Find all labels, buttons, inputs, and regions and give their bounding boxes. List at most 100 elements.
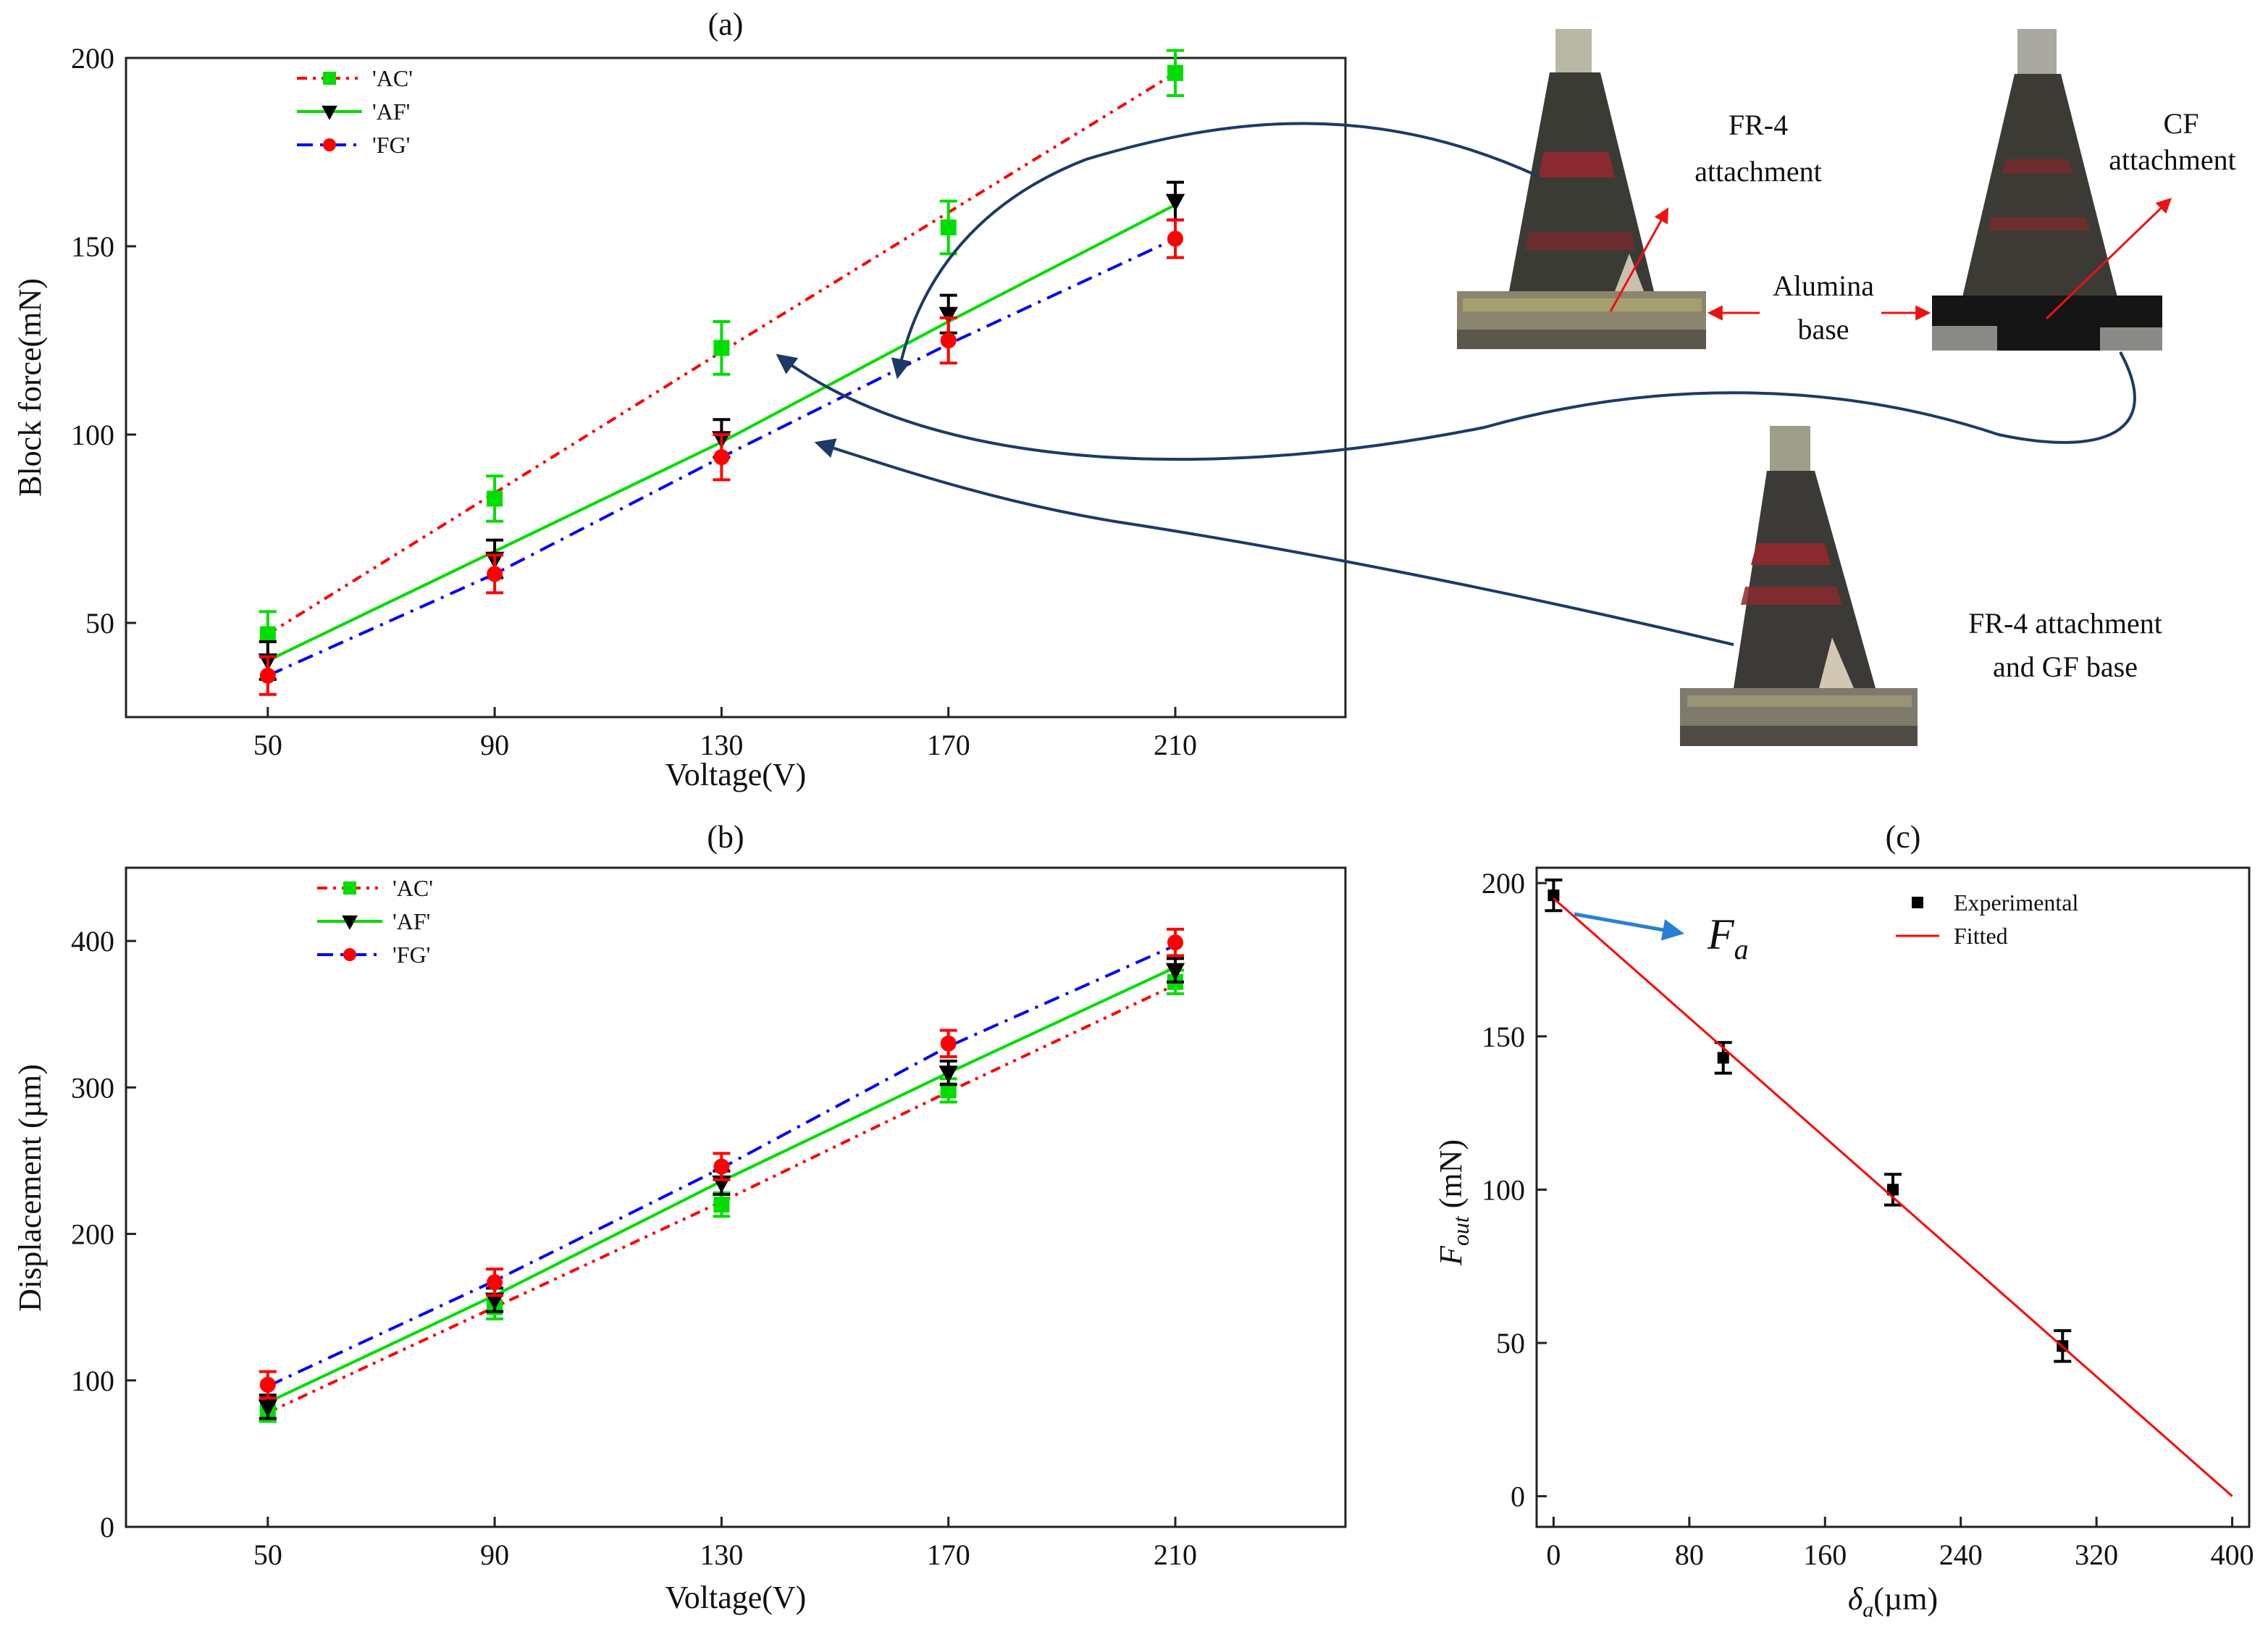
x-tick-label: 90 bbox=[480, 729, 509, 761]
y-tick-label: 0 bbox=[100, 1511, 114, 1544]
legend-label: 'AC' bbox=[392, 875, 433, 901]
legend-label: Experimental bbox=[1954, 889, 2078, 916]
data-point bbox=[484, 1292, 505, 1310]
legend-entry: 'FG' bbox=[317, 942, 430, 968]
panel-a-xlabel: Voltage(V) bbox=[665, 757, 807, 792]
photo-actuator-cf bbox=[1932, 29, 2162, 351]
y-tick-label: 200 bbox=[71, 42, 114, 75]
y-tick-label: 100 bbox=[71, 419, 114, 451]
legend-entry: 'FG' bbox=[297, 132, 410, 158]
photo-actuator-fr4 bbox=[1457, 29, 1706, 349]
x-tick-label: 130 bbox=[700, 729, 743, 761]
photo1-label-line1: FR-4 bbox=[1729, 109, 1788, 141]
panel-b-xlabel: Voltage(V) bbox=[665, 1580, 807, 1615]
data-point bbox=[487, 490, 503, 507]
x-tick-label: 210 bbox=[1154, 1538, 1197, 1571]
legend-marker bbox=[322, 105, 337, 120]
data-point bbox=[259, 1376, 276, 1393]
connector-photo1-to-ac bbox=[891, 122, 1540, 380]
legend-marker bbox=[323, 72, 336, 85]
data-point bbox=[713, 1197, 730, 1213]
panel-c-ylabel: Fout (mN) bbox=[1433, 1139, 1474, 1266]
data-point bbox=[713, 1158, 730, 1175]
y-tick-label: 0 bbox=[1511, 1481, 1525, 1513]
data-point bbox=[258, 1399, 278, 1417]
legend-entry: Fitted bbox=[1896, 923, 2008, 949]
photo1-label-line2: attachment bbox=[1694, 155, 1821, 188]
panel-a-block-force: (a) 50 90 130 170 210 50 100 150 200 Voltage(V)… bbox=[12, 7, 1347, 792]
legend-label: 'AF' bbox=[392, 908, 430, 934]
legend-entry: 'AC' bbox=[297, 65, 413, 91]
x-tick-label: 90 bbox=[480, 1538, 509, 1571]
x-tick-label: 170 bbox=[927, 729, 970, 761]
x-tick-label: 50 bbox=[253, 729, 282, 761]
legend-marker bbox=[343, 948, 356, 961]
data-point bbox=[1167, 934, 1184, 951]
legend-label: 'AF' bbox=[372, 99, 410, 125]
data-point bbox=[259, 667, 276, 684]
data-point bbox=[1547, 889, 1560, 902]
legend-marker bbox=[343, 881, 356, 895]
x-tick-label: 0 bbox=[1546, 1538, 1561, 1571]
data-point bbox=[487, 1274, 503, 1291]
panel-b-ylabel: Displacement (µm) bbox=[12, 1064, 48, 1312]
x-tick-label: 50 bbox=[253, 1538, 282, 1571]
x-tick-label: 320 bbox=[2075, 1538, 2118, 1571]
x-tick-label: 210 bbox=[1154, 729, 1197, 761]
actuator-photos: FR-4 attachment CF attachment Alumina ba… bbox=[776, 29, 2236, 746]
data-point bbox=[938, 306, 958, 324]
data-point bbox=[940, 332, 957, 348]
panel-c-xlabel: δa(µm) bbox=[1848, 1581, 1938, 1622]
legend-label: 'AC' bbox=[372, 65, 413, 91]
x-tick-label: 130 bbox=[700, 1538, 743, 1571]
data-point bbox=[940, 1082, 957, 1099]
y-tick-label: 400 bbox=[71, 925, 114, 958]
y-tick-label: 300 bbox=[71, 1071, 114, 1104]
panel-a-frame bbox=[125, 56, 1347, 719]
legend-entry: 'AF' bbox=[297, 99, 410, 125]
data-point bbox=[259, 626, 276, 642]
photo-actuator-fr4-gf bbox=[1680, 426, 1918, 746]
legend-marker bbox=[342, 915, 358, 930]
y-tick-label: 150 bbox=[1482, 1021, 1525, 1053]
data-point bbox=[487, 566, 503, 582]
photo2-label-line2: attachment bbox=[2109, 143, 2235, 176]
data-point bbox=[713, 449, 730, 466]
panel-c-label: (c) bbox=[1886, 819, 1921, 855]
series-line-fitted bbox=[1553, 897, 2233, 1497]
legend-marker bbox=[323, 138, 336, 151]
base-label-line2: base bbox=[1797, 313, 1849, 346]
y-tick-label: 100 bbox=[1482, 1173, 1525, 1206]
fa-arrow bbox=[1574, 912, 1684, 941]
panel-a-ylabel: Block force(mN) bbox=[12, 278, 48, 497]
legend-marker bbox=[1912, 897, 1923, 908]
y-tick-label: 200 bbox=[71, 1218, 114, 1251]
panel-c-frame bbox=[1535, 866, 2251, 1528]
data-point bbox=[1887, 1184, 1899, 1196]
legend-entry: 'AF' bbox=[317, 908, 430, 934]
y-tick-label: 100 bbox=[71, 1365, 114, 1397]
data-point bbox=[940, 219, 957, 235]
y-tick-label: 150 bbox=[71, 230, 114, 263]
panel-b-displacement: (b) 50 90 130 170 210 0 100 200 300 400 Voltage(… bbox=[12, 819, 1347, 1615]
photo3-label-line2: and GF base bbox=[1993, 650, 2138, 683]
legend-entry: 'AC' bbox=[317, 875, 433, 901]
y-tick-label: 50 bbox=[85, 607, 114, 640]
data-point bbox=[938, 1065, 958, 1084]
fa-annotation: Fa bbox=[1707, 910, 1749, 966]
legend-entry: Experimental bbox=[1912, 889, 2078, 916]
red-arrow-photo2 bbox=[2045, 198, 2172, 320]
data-point bbox=[1165, 963, 1185, 981]
photo3-label-line1: FR-4 attachment bbox=[1968, 607, 2162, 640]
data-point bbox=[1165, 193, 1185, 212]
legend-label: Fitted bbox=[1954, 923, 2008, 949]
legend-label: 'FG' bbox=[372, 132, 410, 158]
red-arrow-photo1 bbox=[1609, 207, 1669, 312]
data-point bbox=[713, 340, 730, 356]
legend-label: 'FG' bbox=[392, 942, 430, 968]
y-tick-label: 50 bbox=[1496, 1327, 1525, 1360]
x-tick-label: 170 bbox=[927, 1538, 970, 1571]
connector-photo3-to-fg bbox=[814, 438, 1734, 646]
